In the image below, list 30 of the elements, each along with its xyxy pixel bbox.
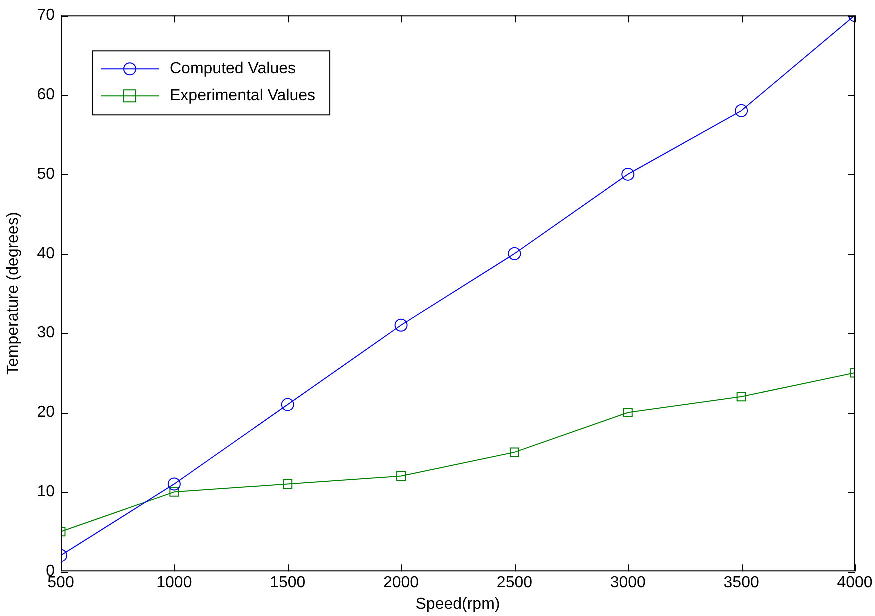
point — [170, 487, 180, 497]
y-tick-label: 10 — [37, 484, 56, 501]
point — [168, 478, 181, 491]
x-tick-label: 1000 — [156, 574, 192, 592]
x-tick-label: 2000 — [383, 574, 420, 592]
point — [510, 448, 520, 458]
x-tick-label: 1500 — [270, 574, 306, 592]
point — [394, 318, 408, 332]
y-tick-label: 60 — [37, 86, 56, 104]
point — [622, 168, 635, 181]
y-tick-label: 30 — [37, 324, 56, 342]
y-tick-label: 20 — [37, 404, 56, 422]
y-axis-title: Temperature (degrees) — [5, 212, 22, 375]
point — [283, 479, 293, 489]
x-tick-label: 4000 — [837, 574, 873, 592]
x-tick-label: 3500 — [724, 574, 760, 592]
y-tick-label: 40 — [37, 245, 56, 262]
y-tick-label: 70 — [37, 7, 56, 24]
x-tick-label: 3000 — [610, 574, 646, 592]
legend-label: Computed Values — [170, 60, 296, 78]
point — [508, 247, 522, 260]
point — [623, 408, 633, 418]
legend-label: Experimental Values — [170, 88, 316, 105]
point — [736, 392, 746, 402]
x-tick-label: 2500 — [496, 574, 533, 592]
x-axis-title: Speed(rpm) — [416, 596, 500, 613]
point — [281, 398, 294, 412]
point — [396, 472, 406, 482]
y-tick-label: 50 — [37, 166, 56, 183]
point — [735, 104, 748, 118]
